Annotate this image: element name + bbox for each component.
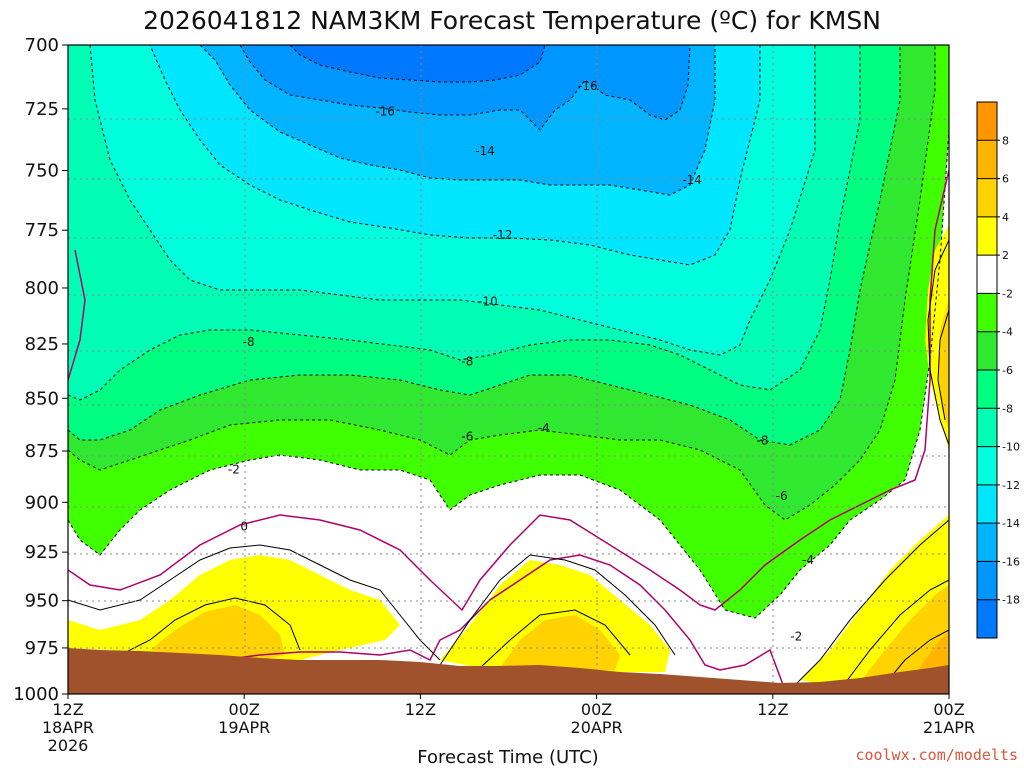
- x-tick-label: 18APR: [42, 718, 94, 737]
- colorbar-label: 6: [1002, 173, 1009, 186]
- colorbar-label: -2: [1002, 287, 1013, 300]
- colorbar-label: -4: [1002, 326, 1013, 339]
- contour-label: -2: [228, 463, 240, 477]
- x-tick-label: 12Z: [757, 700, 788, 719]
- contour-label: -14: [682, 173, 702, 187]
- contour-lines: [68, 45, 949, 694]
- x-tick-label: 20APR: [571, 718, 623, 737]
- x-tick-label: 19APR: [218, 718, 270, 737]
- colorbar-swatch: [977, 216, 997, 256]
- y-tick-label: 750: [25, 161, 59, 182]
- colorbar-swatch: [977, 370, 997, 409]
- y-tick-label: 900: [25, 492, 59, 513]
- contour-label: -16: [375, 104, 395, 118]
- y-tick-label: 800: [25, 278, 59, 299]
- filled-contours: [68, 45, 949, 690]
- y-tick-label: 850: [25, 388, 59, 409]
- colorbar-label: -10: [1002, 441, 1020, 454]
- colorbar-swatch: [977, 484, 997, 524]
- colorbar-swatch: [977, 599, 997, 639]
- x-tick-label: 00Z: [229, 700, 260, 719]
- colorbar-label: -16: [1002, 555, 1020, 568]
- colorbar-swatch: [977, 446, 997, 486]
- y-tick-label: 875: [25, 441, 59, 462]
- plot-area: -16 -16 -14 -14 -12 -10 -8 -8 -8 -6 -6 -4 -4 -2 -2 0: [68, 45, 949, 694]
- colorbar-label: -14: [1002, 517, 1020, 530]
- contour-label: -6: [461, 429, 473, 443]
- colorbar-swatch: [977, 178, 997, 218]
- contour-label: -8: [757, 434, 769, 448]
- contour-label: -16: [578, 79, 598, 93]
- y-tick-label: 700: [25, 35, 59, 56]
- y-tick-label: 975: [25, 638, 59, 659]
- contour-label: -4: [538, 421, 550, 435]
- colorbar-label: 2: [1002, 249, 1009, 262]
- contour-label: -8: [461, 355, 473, 369]
- contour-label: 0: [240, 519, 248, 533]
- colorbar-swatch: [977, 561, 997, 601]
- colorbar-label: 4: [1002, 211, 1009, 224]
- x-tick-label: 21APR: [923, 718, 975, 737]
- colorbar-swatch: [977, 523, 997, 562]
- warm-patch-middle: [440, 560, 670, 672]
- colorbar-swatch: [977, 255, 997, 294]
- y-tick-label: 775: [25, 220, 59, 241]
- x-tick-label: 2026: [48, 736, 89, 755]
- colorbar-label: -8: [1002, 402, 1013, 415]
- chart-title: 2026041812 NAM3KM Forecast Temperature (…: [143, 6, 881, 35]
- x-tick-label: 12Z: [405, 700, 436, 719]
- colorbar-label: -12: [1002, 479, 1020, 492]
- x-tick-label: 00Z: [933, 700, 964, 719]
- credit-text: coolwx.com/modelts: [855, 746, 1018, 764]
- warm-core-middle: [500, 615, 620, 670]
- plot-frame: [67, 44, 950, 695]
- colorbar-swatch: [977, 331, 997, 371]
- contour-label: -6: [776, 489, 788, 503]
- y-axis-ticks: 700 725 750 775 800 825 850 875 900 925 950 975 1000: [13, 35, 68, 705]
- contour-label: -2: [790, 630, 802, 644]
- colorbar-swatch: [977, 102, 997, 141]
- colorbar-swatch: [977, 293, 997, 333]
- contour-label: -14: [475, 144, 495, 158]
- x-tick-label: 12Z: [52, 700, 83, 719]
- x-axis-label: Forecast Time (UTC): [417, 747, 598, 768]
- y-tick-label: 925: [25, 542, 59, 563]
- x-tick-label: 00Z: [581, 700, 612, 719]
- colorbar: 8 6 4 2 -2 -4 -6 -8 -10 -12 -14 -16 -18: [976, 101, 1020, 639]
- contour-label: -10: [478, 295, 498, 309]
- grid: [68, 45, 949, 694]
- colorbar-label: -6: [1002, 364, 1013, 377]
- contour-label: -12: [493, 228, 513, 242]
- terrain: [68, 648, 949, 694]
- y-tick-label: 825: [25, 334, 59, 355]
- colorbar-swatch: [977, 140, 997, 180]
- colorbar-label: 8: [1002, 134, 1009, 147]
- y-tick-label: 725: [25, 99, 59, 120]
- colorbar-label: -18: [1002, 594, 1020, 607]
- y-tick-label: 1000: [13, 684, 59, 705]
- y-tick-label: 950: [25, 591, 59, 612]
- band-below-minus-18: [290, 45, 545, 82]
- contour-label: -8: [243, 335, 255, 349]
- colorbar-swatch: [977, 408, 997, 448]
- contour-label: -4: [802, 553, 814, 567]
